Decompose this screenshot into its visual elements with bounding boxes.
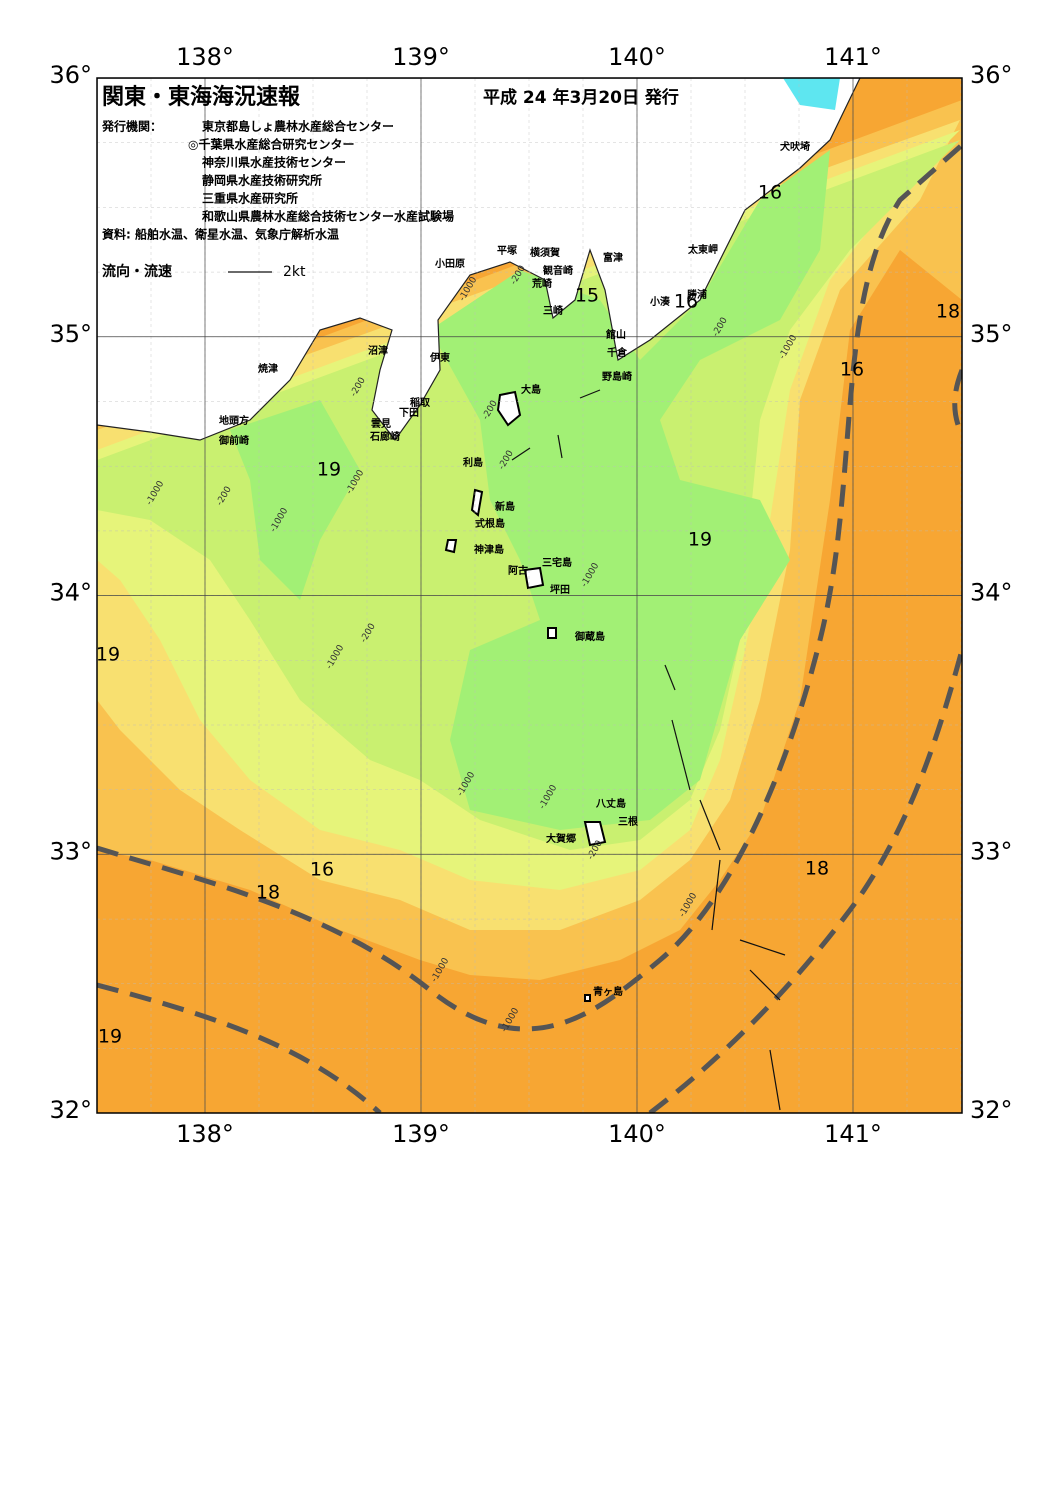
- agencies-label: 発行機関：: [101, 119, 162, 134]
- lat-tick-label: 33°: [970, 837, 1013, 865]
- place-name: 阿古: [508, 564, 528, 577]
- isotherm-label: 19: [98, 1026, 122, 1048]
- isotherm-label: 16: [840, 359, 864, 381]
- lat-tick-label: 34°: [49, 579, 92, 607]
- lat-tick-label: 32°: [49, 1096, 92, 1124]
- isotherm-label: 18: [256, 882, 280, 904]
- place-name: 館山: [605, 328, 626, 341]
- place-name: 利島: [463, 456, 483, 469]
- isotherm-label: 16: [674, 291, 698, 313]
- place-name: 小湊: [649, 295, 671, 308]
- lat-tick-label: 32°: [970, 1096, 1013, 1124]
- frame: [96, 77, 963, 1114]
- isotherm-label: 18: [936, 301, 960, 323]
- title: 関東・東海海況速報: [102, 84, 301, 110]
- place-name: 御前崎: [218, 434, 249, 447]
- place-name: 雲見: [371, 418, 391, 430]
- place-name: 太東岬: [687, 243, 718, 256]
- place-name: 富津: [603, 251, 623, 264]
- lat-tick-label: 35°: [970, 320, 1013, 348]
- agency: 静岡県水産技術研究所: [202, 173, 322, 188]
- isotherm-label: 19: [96, 644, 120, 666]
- place-name: 三宅島: [542, 556, 572, 569]
- isotherm-label: 16: [758, 182, 782, 204]
- source: 資料: 船舶水温、衛星水温、気象庁解析水温: [102, 227, 339, 242]
- lon-tick-label: 141°: [824, 43, 882, 71]
- legend-label: 流向・流速: [102, 263, 172, 280]
- place-name: 青ヶ島: [593, 985, 623, 998]
- labels: 138° 138° 139° 139° 140° 140° 141° 141° 32° 32° 33…: [49, 43, 1012, 1148]
- isotherm-label: 19: [317, 459, 341, 481]
- place-name: 稲取: [410, 396, 431, 409]
- place-name: 平塚: [497, 244, 517, 257]
- agency: 三重県水産研究所: [202, 191, 298, 206]
- lon-tick-label: 138°: [176, 1120, 234, 1148]
- isotherm-label: 18: [805, 858, 829, 880]
- place-name: 新島: [495, 500, 515, 513]
- place-name: 下田: [399, 407, 419, 419]
- place-name: 沼津: [368, 344, 388, 357]
- lat-tick-label: 35°: [49, 320, 92, 348]
- isotherm-label: 15: [575, 285, 599, 307]
- isotherm-label: 19: [688, 529, 712, 551]
- place-name: 野島崎: [602, 370, 632, 383]
- lon-tick-label: 140°: [608, 43, 666, 71]
- place-name: 観音崎: [543, 264, 573, 277]
- agency: 神奈川県水産技術センター: [202, 155, 346, 170]
- place-name: 荒崎: [531, 277, 552, 290]
- lat-tick-label: 34°: [970, 579, 1013, 607]
- place-name: 神津島: [474, 543, 504, 556]
- lat-tick-label: 36°: [49, 61, 92, 89]
- lon-tick-label: 139°: [392, 1120, 450, 1148]
- kuroshio: [97, 143, 962, 1113]
- place-name: 勝浦: [687, 288, 707, 301]
- place-name: 地頭方: [219, 414, 249, 427]
- place-name: 御蔵島: [574, 630, 605, 643]
- place-name: 三根: [618, 815, 638, 828]
- place-name: 八丈島: [595, 797, 626, 810]
- lat-tick-label: 33°: [49, 837, 92, 865]
- place-name: 石廊崎: [369, 430, 400, 443]
- place-name: 坪田: [550, 583, 570, 596]
- isotherm-label: 16: [310, 859, 334, 881]
- current-arrows: [228, 271, 786, 1111]
- place-name: 千倉: [607, 346, 628, 359]
- lon-tick-label: 138°: [176, 43, 234, 71]
- place-name: 伊東: [429, 351, 450, 364]
- agency: 東京都島しょ農林水産総合センター: [202, 119, 394, 134]
- place-name: 小田原: [434, 257, 465, 270]
- cold-water: [783, 78, 840, 110]
- place-name: 焼津: [258, 362, 278, 375]
- date: 平成 24 年3月20日 発行: [483, 87, 679, 108]
- lon-tick-label: 140°: [608, 1120, 666, 1148]
- place-name: 大島: [521, 383, 541, 396]
- place-name: 大賀郷: [546, 832, 576, 845]
- lat-tick-label: 36°: [970, 61, 1013, 89]
- islands: [444, 390, 607, 1002]
- legend-speed: 2kt: [283, 264, 306, 280]
- place-name: 三崎: [543, 304, 563, 317]
- land: [97, 78, 861, 442]
- lon-tick-label: 141°: [824, 1120, 882, 1148]
- place-name: 犬吠埼: [780, 140, 810, 153]
- place-name: 横須賀: [530, 246, 560, 259]
- lon-tick-label: 139°: [392, 43, 450, 71]
- agency: 和歌山県農林水産総合技術センター水産試験場: [201, 209, 454, 224]
- place-name: 式根島: [475, 517, 505, 530]
- agency: ◎千葉県水産総合研究センター: [188, 137, 354, 152]
